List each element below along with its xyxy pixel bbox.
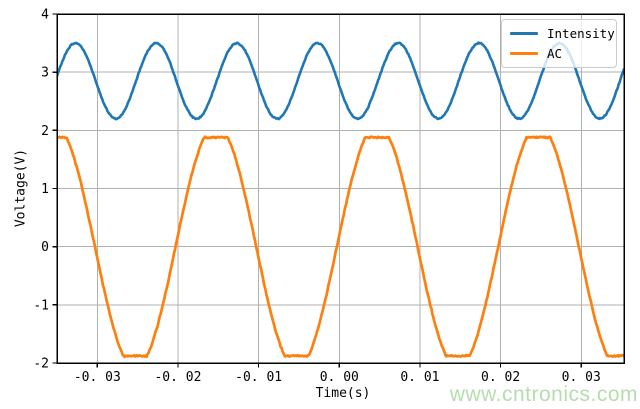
x-tick-label: -0. 01 (235, 370, 282, 385)
ac-line-swatch (510, 51, 538, 55)
y-tick-label: -1 (33, 298, 49, 313)
ac-curve (57, 135, 624, 359)
x-tick-label: -0. 02 (154, 370, 201, 385)
intensity-line-swatch (510, 32, 538, 36)
x-tick-label: 0. 01 (400, 370, 439, 385)
y-tick-label: 3 (41, 66, 49, 81)
x-tick-label: 0. 03 (562, 370, 601, 385)
x-tick-label: -0. 03 (74, 370, 121, 385)
legend: Intensity AC (501, 19, 617, 68)
watermark: www.cntronics.com (449, 383, 638, 406)
legend-entry-intensity: Intensity (502, 26, 616, 41)
y-tick-label: 1 (41, 182, 49, 197)
legend-label-ac: AC (547, 45, 563, 61)
y-tick-label: 2 (41, 124, 49, 139)
legend-label-intensity: Intensity (547, 26, 615, 42)
legend-entry-ac: AC (502, 46, 616, 61)
intensity-curve (57, 41, 624, 121)
x-tick-label: 0. 00 (320, 370, 359, 385)
y-axis-label: Voltage(V) (13, 148, 29, 228)
y-tick-label: 0 (41, 240, 49, 255)
y-tick-label: 4 (41, 8, 49, 23)
x-axis-label: Time(s) (315, 386, 371, 401)
x-tick-label: 0. 02 (481, 370, 520, 385)
y-tick-label: -2 (33, 357, 49, 372)
